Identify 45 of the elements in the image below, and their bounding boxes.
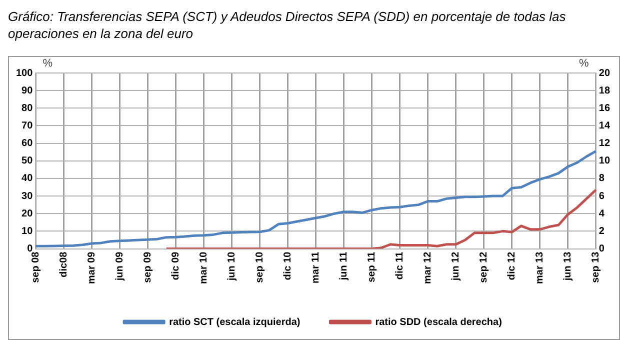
y2-tick-label: 8 — [598, 173, 605, 184]
y2-tick-label: 18 — [598, 85, 610, 96]
x-tick-label: dic08 — [58, 251, 70, 278]
x-tick-label: dic 12 — [506, 251, 518, 280]
x-tick-label: sep 12 — [478, 251, 490, 283]
x-tick-label: jun 09 — [114, 251, 126, 282]
y-tick-label: 80 — [22, 102, 34, 114]
x-tick-label: dic 09 — [170, 251, 182, 280]
x-tick-label: sep 09 — [142, 251, 154, 283]
chart-title: Gráfico: Transferencias SEPA (SCT) y Adeudos Directos SEPA (SDD) en porcentaje de todas las operaciones en la zona del euro — [8, 8, 567, 42]
x-tick-label: jun 11 — [338, 251, 350, 282]
y-tick-label: 40 — [22, 173, 34, 184]
y-axis-title: % — [42, 58, 53, 70]
x-tick-label: mar 11 — [310, 251, 322, 284]
y-tick-label: 100 — [16, 68, 34, 79]
x-tick-label: mar 12 — [422, 251, 434, 284]
y-tick-label: 60 — [22, 138, 34, 150]
x-tick-label: sep 11 — [366, 251, 378, 282]
x-tick-label: jun 10 — [226, 251, 238, 282]
y2-tick-label: 20 — [598, 68, 610, 79]
y-tick-label: 90 — [22, 85, 34, 96]
y2-tick-label: 2 — [598, 226, 605, 237]
y2-tick-label: 12 — [598, 138, 610, 150]
x-tick-label: jun 12 — [450, 251, 462, 282]
y2-tick-label: 6 — [598, 190, 605, 202]
x-tick-label: mar 10 — [198, 251, 210, 284]
x-tick-label: jun 13 — [562, 251, 574, 282]
y-tick-label: 70 — [22, 120, 34, 132]
legend-label: ratio SCT (escala izquierda) — [169, 316, 300, 328]
x-tick-label: sep 10 — [254, 251, 266, 283]
x-tick-label: mar 13 — [534, 251, 546, 284]
x-tick-label: sep 08 — [30, 251, 42, 283]
y-tick-label: 10 — [22, 226, 34, 237]
y-tick-label: 50 — [22, 156, 34, 167]
y-tick-label: 30 — [22, 190, 34, 202]
y2-axis-title: % — [578, 58, 589, 70]
x-tick-label: mar 09 — [86, 251, 98, 284]
y2-tick-label: 14 — [598, 120, 610, 132]
y2-tick-label: 4 — [598, 208, 605, 220]
y2-tick-label: 10 — [598, 156, 610, 167]
y2-tick-label: 16 — [598, 102, 610, 114]
x-tick-label: dic 10 — [282, 251, 294, 280]
legend-label: ratio SDD (escala derecha) — [375, 316, 502, 328]
y-tick-label: 20 — [22, 208, 34, 220]
x-tick-label: dic 11 — [394, 251, 406, 280]
